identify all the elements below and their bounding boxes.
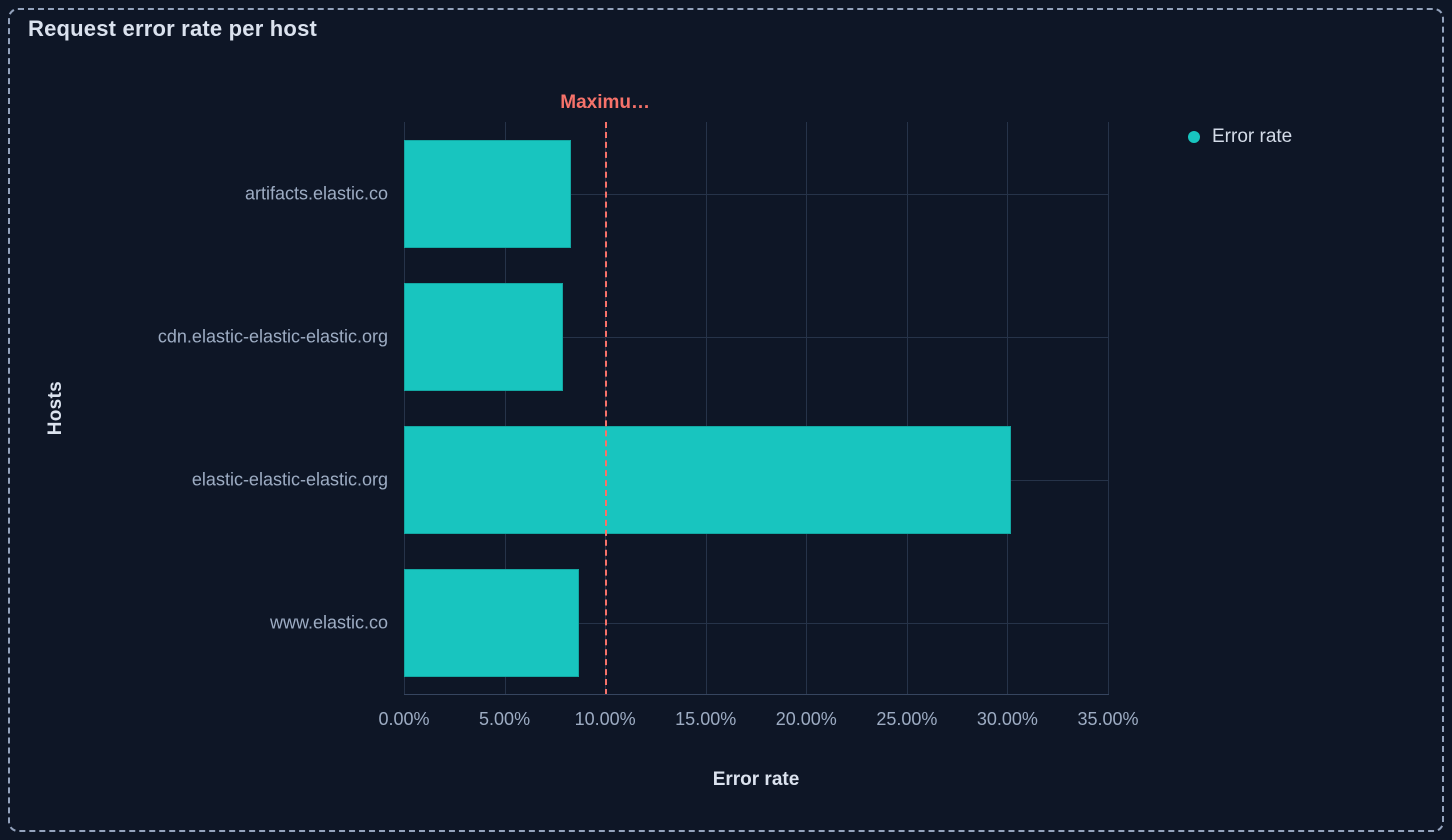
plot-area xyxy=(404,122,1109,695)
panel-title: Request error rate per host xyxy=(28,16,318,41)
gridline-vertical xyxy=(906,122,908,695)
y-axis-label: artifacts.elastic.co xyxy=(244,183,388,204)
gridline-vertical xyxy=(404,122,405,695)
x-axis-tick-label: 15.00% xyxy=(675,709,737,729)
x-axis-tick-label: 30.00% xyxy=(976,709,1038,729)
bar-elastic-elastic-elastic.org[interactable] xyxy=(404,426,1012,535)
gridline-horizontal xyxy=(404,623,1108,625)
bar-www.elastic.co[interactable] xyxy=(404,569,579,678)
x-axis-tick-label: 35.00% xyxy=(1077,709,1139,729)
y-axis-label: elastic-elastic-elastic.org xyxy=(191,469,388,490)
y-axis-label: www.elastic.co xyxy=(269,612,388,633)
gridline-vertical xyxy=(1007,122,1009,695)
x-axis-tick-label: 5.00% xyxy=(479,709,531,729)
gridline-vertical xyxy=(705,122,707,695)
x-axis-line xyxy=(404,694,1109,695)
gridline-horizontal xyxy=(404,336,1108,338)
x-axis-tick-label: 25.00% xyxy=(876,709,938,729)
bar-artifacts.elastic.co[interactable] xyxy=(404,139,571,248)
gridline-vertical xyxy=(1108,122,1109,695)
gridline-horizontal xyxy=(404,193,1108,195)
gridline-vertical xyxy=(504,122,506,695)
legend-item-error-rate[interactable]: Error rate xyxy=(1188,126,1292,148)
annotation-label: Maximu… xyxy=(560,92,651,113)
max-threshold-annotation-line xyxy=(605,122,608,695)
legend-item-label: Error rate xyxy=(1212,126,1293,147)
y-axis-label: cdn.elastic-elastic-elastic.org xyxy=(157,326,388,347)
x-axis-tick-label: 0.00% xyxy=(378,709,430,729)
legend-swatch-icon xyxy=(1188,131,1200,143)
bar-cdn.elastic-elastic-elastic.org[interactable] xyxy=(404,282,563,391)
gridline-vertical xyxy=(806,122,808,695)
x-axis-tick-labels: 0.00% 5.00% 10.00% 15.00% 20.00% 25.00% 30.00%… xyxy=(378,709,1138,735)
x-axis-title: Error rate xyxy=(712,769,800,790)
x-axis-tick-label: 20.00% xyxy=(775,709,837,729)
y-axis-labels: artifacts.elastic.co cdn.elastic-elastic-… xyxy=(60,122,388,695)
x-axis-tick-label: 10.00% xyxy=(574,709,636,729)
